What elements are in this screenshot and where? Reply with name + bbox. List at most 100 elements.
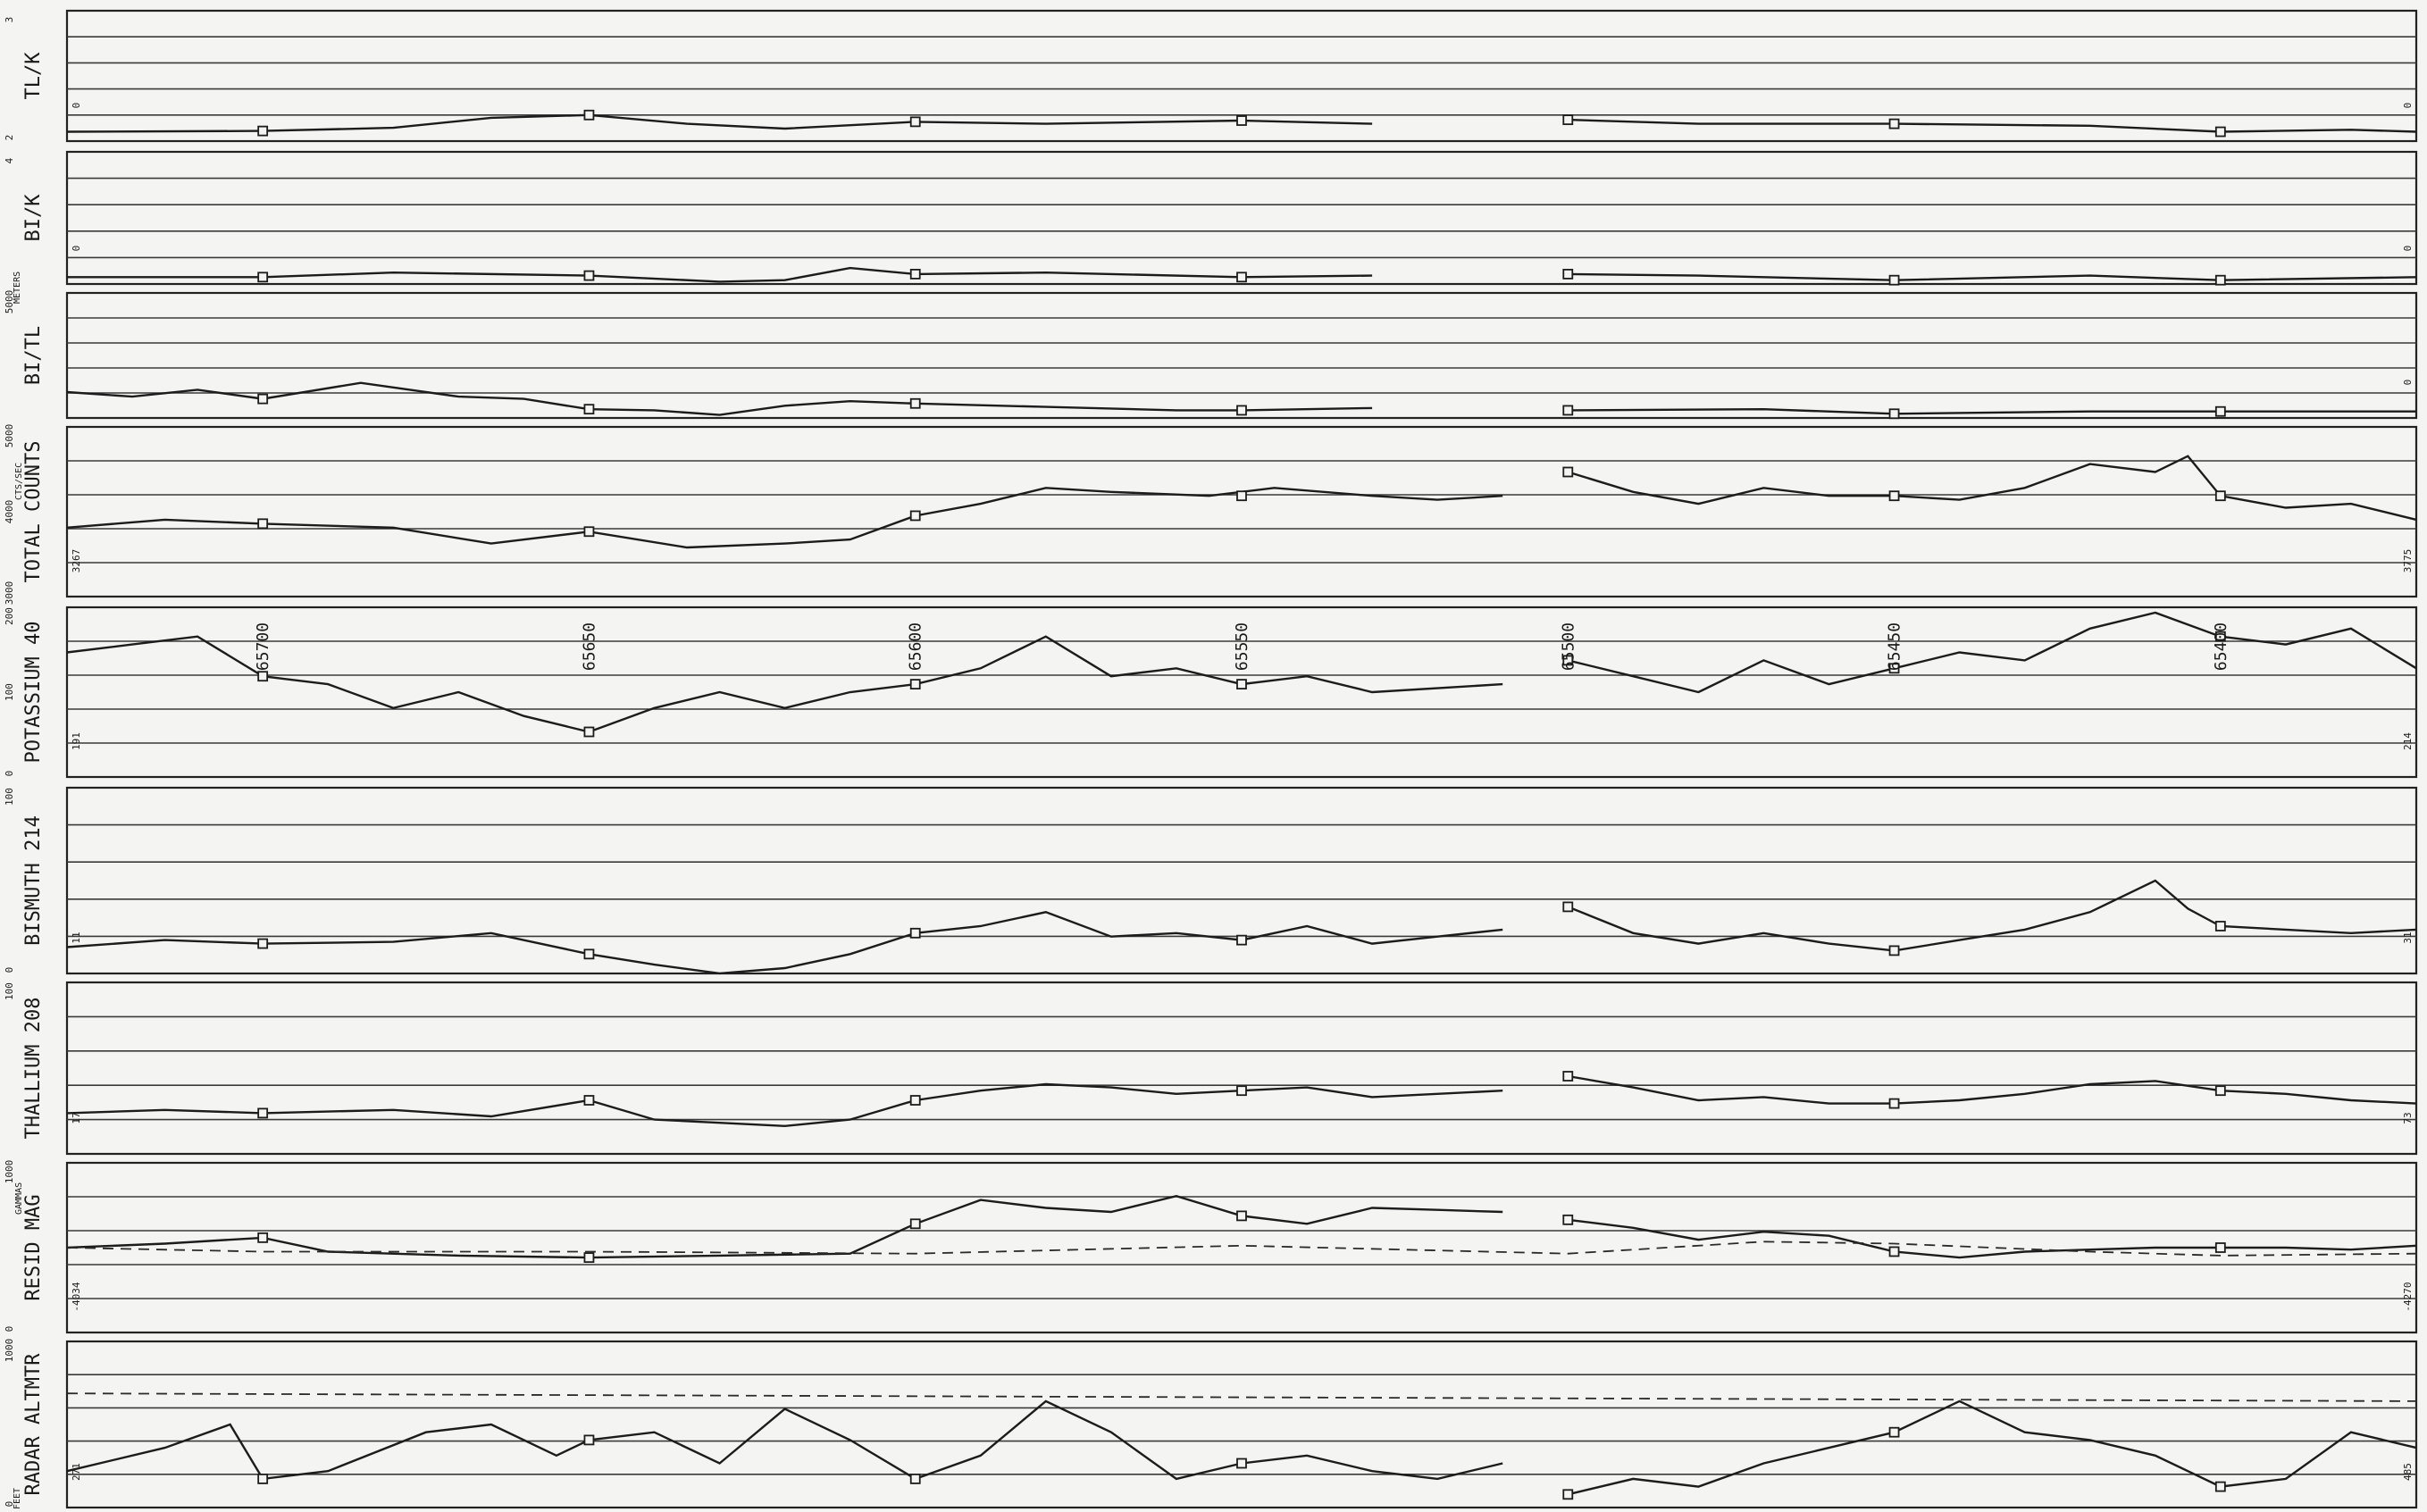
panel-grid [65,9,2418,1509]
unit-label: FEET [13,1488,22,1509]
series-line [1567,455,2417,522]
series-label: BI/TL [22,326,45,385]
series-label: BISMUTH 214 [22,815,45,946]
fiducial-marker [1236,1085,1247,1097]
fiducial-marker [2214,405,2226,417]
fiducial-marker [1236,679,1247,689]
fiducial-marker [1236,115,1247,126]
start-value-label: 3267 [71,549,82,573]
panel-frame [65,9,2418,143]
fiducial-marker [1888,1246,1900,1257]
fiducial-marker [1236,271,1247,283]
labels: TL/K 2 3 0 0 BI/K 4 0 0 BI/TL 5000 0 TOTAL COUNTS 300… [4,17,2414,1509]
fiducial-marker [2214,274,2226,286]
series-label: POTASSIUM 40 [22,622,45,764]
start-value-label: -4034 [71,1282,82,1311]
series-line [1567,879,2417,952]
axis-tick-label: 5000 [4,424,15,448]
fiducial-marker [2214,490,2226,502]
fiducial-marker [583,404,595,415]
fiducial-marker [1562,405,1574,416]
fiducial-marker [257,1107,269,1119]
start-value-label: 11 [71,931,82,943]
series-line [1568,118,2417,133]
axis-tick-label: 100 [4,982,15,1000]
fiducial-marker [2214,1481,2226,1492]
fiducial-marker [257,1474,269,1484]
panel-frame [65,606,2418,779]
axis-tick-label: 4000 [4,500,15,524]
series-label: RESID MAG [22,1194,45,1300]
axis-tick-label: 0 [4,967,15,973]
fiducial-marker [909,1474,921,1484]
series-label: TOTAL COUNTS [22,441,45,583]
fiducial-marker [1888,1098,1900,1109]
axis-tick-label: 5000 [4,290,15,314]
x-tick-label: 65500 [1559,622,1578,671]
start-value-label: 191 [71,732,82,750]
fiducial-marker [909,116,921,128]
axis-tick-label: 200 [4,607,15,625]
fiducial-marker [1888,490,1900,502]
end-value-label: 0 [2402,246,2414,252]
fiducial-marker [1562,1071,1574,1082]
panel-frame [65,1161,2418,1334]
end-value-label: 73 [2402,1112,2414,1124]
axis-tick-label: 4 [4,157,15,163]
fiducial-marker [2214,126,2226,138]
start-value-label: 0 [71,246,82,252]
x-tick-label: 65450 [1886,622,1904,671]
x-tick-label: 65550 [1233,622,1251,671]
x-tick-label: 65700 [254,622,272,671]
fiducial-marker [583,1095,595,1106]
axis-tick-label: 0 [4,1326,15,1332]
series-line [66,1392,2417,1402]
end-value-label: 485 [2402,1463,2414,1481]
series-line [1568,1074,2417,1105]
series-line [66,911,1503,975]
axis-tick-label: 3000 [4,581,15,606]
panel-frame [65,981,2418,1156]
fiducial-marker [583,109,595,121]
series-line [1568,272,2417,281]
series-line [66,113,1373,133]
series-line [66,1241,2417,1257]
panel-frame [65,425,2418,598]
fiducial-marker [583,1252,595,1264]
axis-tick-label: 1000 [4,1160,15,1184]
fiducial-marker [1888,118,1900,129]
end-value-label: 3775 [2402,549,2414,573]
unit-label: GAMMAS [14,1182,24,1215]
end-value-label: 0 [2402,380,2414,386]
fiducial-marker [1562,1214,1574,1225]
start-value-label: 271 [71,1463,82,1481]
fiducial-marker [2214,631,2226,642]
series-line [66,381,1373,416]
fiducial-marker [1562,1489,1574,1500]
panel-frame [65,786,2418,975]
panel-frame [65,291,2418,420]
series-line [66,1399,1503,1481]
axis-tick-label: 2 [4,135,15,141]
axis-tick-label: 1000 [4,1339,15,1363]
fiducial-marker [1236,1458,1247,1469]
axis-tick-label: 100 [4,683,15,701]
fiducial-marker [1236,405,1247,416]
fiducial-marker [2214,1085,2226,1097]
fiducial-marker [909,927,921,939]
fiducial-marker [909,268,921,280]
start-value-label: 0 [71,103,82,109]
series-line [66,487,1503,549]
fiducial-marker [1888,1426,1900,1438]
axis-tick-label: 0 [4,771,15,777]
fiducial-marker [1562,901,1574,913]
end-value-label: 0 [2402,103,2414,109]
fiducial-marker [583,270,595,281]
unit-label: METERS [13,271,22,304]
fiducial-marker [2214,921,2226,931]
fiducial-marker [1888,274,1900,286]
series-line [66,635,1503,733]
panel-frame [65,1340,2418,1509]
x-tick-label: 65400 [2212,622,2230,671]
